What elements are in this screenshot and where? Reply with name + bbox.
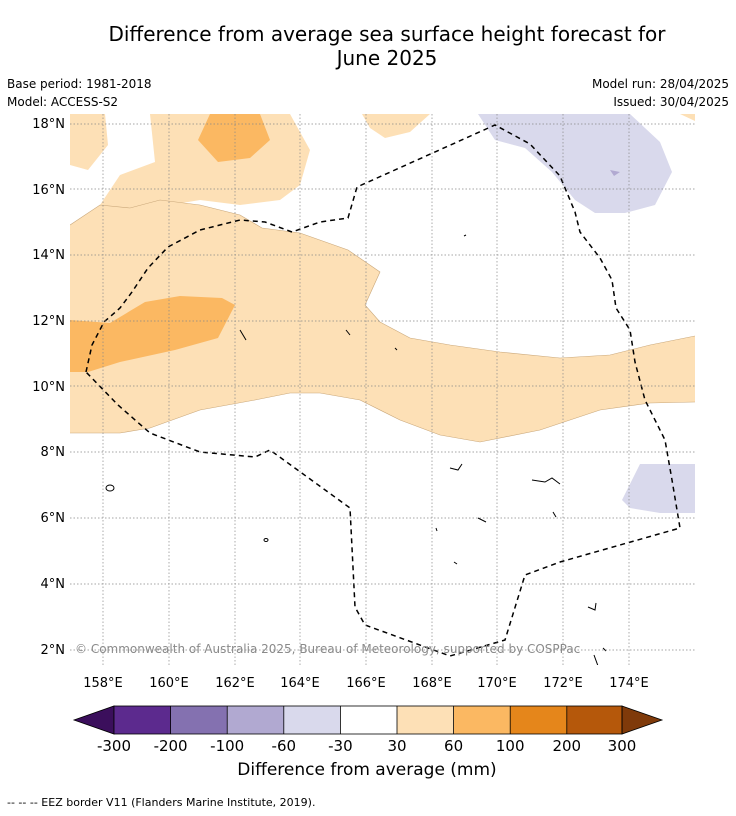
colorbar-bin <box>510 706 567 734</box>
colorbar-tick-label: 60 <box>444 737 463 755</box>
lat-label: 14°N <box>32 248 65 263</box>
model-name: Model: ACCESS-S2 <box>7 95 119 109</box>
lat-label: 16°N <box>32 183 65 198</box>
island-outlines <box>105 234 607 665</box>
anomaly-region-pos30-corner <box>70 114 108 170</box>
contour-lines <box>70 199 695 443</box>
anomaly-region-neg30-east <box>622 464 695 513</box>
colorbar-label: Difference from average (mm) <box>237 760 497 780</box>
lon-label: 158°E <box>83 676 123 691</box>
base-period: Base period: 1981-2018 <box>7 77 152 91</box>
issued-date: Issued: 30/04/2025 <box>613 95 729 109</box>
colorbar-bin <box>397 706 454 734</box>
lon-label: 166°E <box>346 676 386 691</box>
lat-label: 10°N <box>32 380 65 395</box>
map-plot-area: © Commonwealth of Australia 2025, Bureau… <box>70 114 695 665</box>
colorbar-bin <box>227 706 284 734</box>
lat-label: 18°N <box>32 117 65 132</box>
anomaly-region-pos30-topright <box>680 114 695 121</box>
model-run: Model run: 28/04/2025 <box>591 77 729 91</box>
title-line-1: Difference from average sea surface heig… <box>108 22 666 46</box>
graticule <box>70 114 695 665</box>
lon-labels: 158°E 160°E 162°E 164°E 166°E 168°E 170°… <box>83 676 649 691</box>
anomaly-region-pos30-top <box>362 114 430 138</box>
map-title: Difference from average sea surface heig… <box>60 22 714 70</box>
colorbar-tick-label: -30 <box>328 737 353 755</box>
eez-footnote: -- -- -- EEZ border V11 (Flanders Marine… <box>7 796 316 809</box>
colorbar-bin <box>453 706 511 734</box>
colorbar-tick-label: -200 <box>154 737 188 755</box>
colorbar-tick-label: -300 <box>97 737 131 755</box>
anomaly-speck-neg60 <box>610 170 620 176</box>
colorbar-tick-label: 100 <box>496 737 525 755</box>
lon-label: 164°E <box>280 676 320 691</box>
lon-label: 162°E <box>215 676 255 691</box>
colorbar-frame <box>113 705 623 735</box>
colorbar-extend-low <box>72 705 115 735</box>
anomaly-region-pos30-main <box>70 200 695 442</box>
colorbar-tick-label: -60 <box>272 737 297 755</box>
colorbar-tick-label: 300 <box>608 737 637 755</box>
colorbar-bin <box>340 706 397 734</box>
lat-label: 8°N <box>41 445 66 460</box>
anomaly-region-pos60-west <box>70 296 235 372</box>
lon-label: 160°E <box>149 676 189 691</box>
anomaly-region-neg30-northeast <box>478 114 672 213</box>
lat-labels: 18°N 16°N 14°N 12°N 10°N 8°N 6°N 4°N 2°N <box>32 117 65 658</box>
lon-label: 172°E <box>543 676 583 691</box>
lat-label: 4°N <box>41 577 66 592</box>
colorbar-tick-label: -100 <box>210 737 244 755</box>
meta-right: Model run: 28/04/2025 Issued: 30/04/2025 <box>592 75 729 111</box>
meta-left: Base period: 1981-2018 Model: ACCESS-S2 <box>7 75 152 111</box>
lon-label: 174°E <box>609 676 649 691</box>
lon-label: 170°E <box>477 676 517 691</box>
colorbar-extend-high <box>621 705 664 735</box>
colorbar-bin <box>170 706 228 734</box>
colorbar: -300 -200 -100 -60 -30 30 60 100 200 300 <box>72 705 664 755</box>
eez-border <box>85 124 681 657</box>
lon-label: 168°E <box>412 676 452 691</box>
colorbar-ticks: -300 -200 -100 -60 -30 30 60 100 200 300 <box>97 737 636 755</box>
copyright-notice: © Commonwealth of Australia 2025, Bureau… <box>75 642 580 656</box>
lat-label: 6°N <box>41 511 66 526</box>
colorbar-bin <box>283 706 341 734</box>
title-line-2: June 2025 <box>336 46 438 70</box>
anomaly-region-pos60-north <box>198 114 270 162</box>
colorbar-bin <box>114 706 171 734</box>
colorbar-tick-label: 30 <box>387 737 406 755</box>
lat-label: 12°N <box>32 314 65 329</box>
colorbar-bin <box>566 706 624 734</box>
colorbar-tick-label: 200 <box>552 737 581 755</box>
lat-label: 2°N <box>41 643 66 658</box>
